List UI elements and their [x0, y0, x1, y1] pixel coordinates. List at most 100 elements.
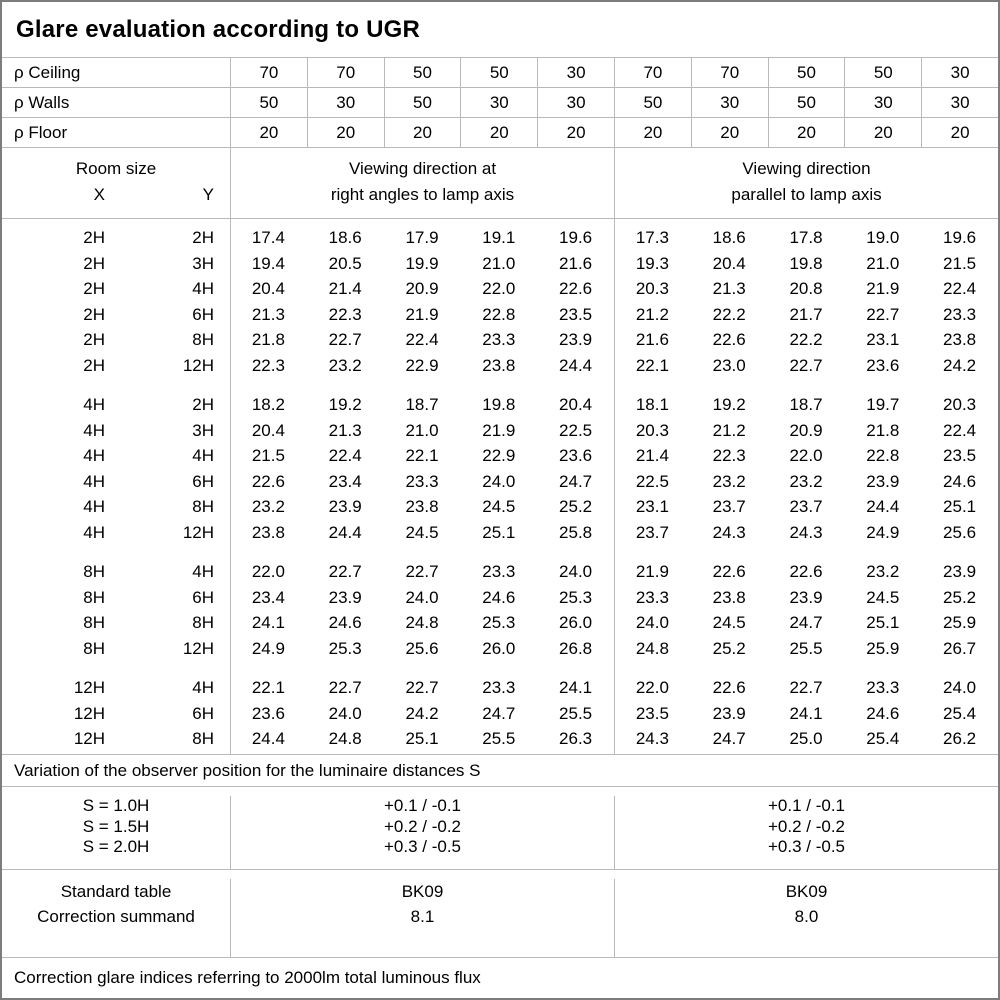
group2-header-line2: parallel to lamp axis — [731, 185, 882, 204]
reflectance-value: 20 — [767, 118, 845, 147]
ugr-value: 24.5 — [482, 497, 516, 516]
ugr-value: 24.3 — [789, 522, 823, 542]
ugr-row: 4H 4H 21.5 22.4 22.1 22.9 23.6 21.4 22.3 22.0 22.8… — [2, 443, 998, 469]
ugr-value: 25.0 — [789, 729, 823, 748]
group1-header-line1: Viewing direction at — [348, 159, 497, 178]
ugr-value: 23.7 — [635, 522, 669, 542]
ugr-value: 19.2 — [712, 395, 746, 414]
reflectance-value: 30 — [460, 88, 537, 117]
ugr-value: 25.5 — [789, 638, 823, 658]
ugr-value: 23.3 — [405, 471, 439, 491]
ugr-value: 22.2 — [789, 330, 823, 349]
y-axis-label: Y — [202, 185, 214, 204]
ugr-row: 2H 4H 20.4 21.4 20.9 22.0 22.6 20.3 21.3 20.8 21.9… — [2, 276, 998, 302]
standard-value: 8.1 — [410, 907, 435, 926]
ugr-value: 23.2 — [251, 497, 285, 516]
ugr-value: 23.9 — [712, 703, 746, 723]
reflectance-value: 30 — [537, 88, 614, 117]
spacing-value: +0.2 / -0.2 — [383, 816, 462, 836]
ugr-value: 24.8 — [328, 729, 362, 748]
reflectance-value: 20 — [537, 118, 614, 147]
ugr-value: 18.6 — [328, 228, 362, 247]
ugr-value: 19.8 — [789, 253, 823, 273]
ugr-value: 24.2 — [405, 703, 439, 723]
ugr-value: 22.6 — [712, 678, 746, 697]
standard-label: Standard table — [60, 882, 172, 901]
ugr-value: 22.4 — [943, 279, 977, 298]
ugr-value: 25.9 — [943, 613, 977, 632]
ugr-value: 23.6 — [559, 446, 593, 465]
ugr-value: 24.0 — [482, 471, 516, 491]
spacing-label: S = 1.5H — [82, 816, 150, 836]
reflectance-rows: ρ Ceiling 70 70 50 50 30 70 70 50 50 30 ρ Walls 50 30… — [2, 58, 998, 148]
ugr-value: 23.8 — [405, 497, 439, 516]
ugr-value: 23.2 — [712, 471, 746, 491]
room-y-value: 6H — [192, 587, 214, 607]
reflectance-row: ρ Floor 20 20 20 20 20 20 20 20 20 20 — [2, 118, 998, 148]
spacing-group2-values: +0.1 / -0.1 +0.2 / -0.2 +0.3 / -0.5 — [614, 796, 998, 869]
ugr-value: 23.9 — [943, 562, 977, 581]
ugr-value: 22.7 — [405, 562, 439, 581]
ugr-value: 24.5 — [866, 587, 900, 607]
ugr-value: 26.0 — [482, 638, 516, 658]
ugr-value: 25.1 — [866, 613, 900, 632]
ugr-value: 23.9 — [328, 587, 362, 607]
ugr-value: 21.0 — [866, 253, 900, 273]
room-x-value: 8H — [83, 587, 105, 607]
room-x-value: 8H — [83, 613, 105, 632]
ugr-value: 21.0 — [405, 420, 439, 440]
reflectance-value: 30 — [844, 88, 921, 117]
reflectance-value: 70 — [614, 58, 691, 87]
ugr-value: 21.9 — [635, 562, 669, 581]
ugr-value: 22.7 — [405, 678, 439, 697]
ugr-value: 25.2 — [943, 587, 977, 607]
ugr-value: 22.6 — [712, 562, 746, 581]
room-y-value: 6H — [192, 471, 214, 491]
ugr-value: 25.6 — [405, 638, 439, 658]
block-gap — [2, 545, 998, 559]
ugr-value: 20.9 — [405, 279, 439, 298]
ugr-value: 19.8 — [482, 395, 516, 414]
ugr-value: 23.1 — [866, 330, 900, 349]
spacing-section: S = 1.0H S = 1.5H S = 2.0H +0.1 / -0.1 +0.2… — [2, 787, 998, 870]
reflectance-value: 30 — [921, 58, 998, 87]
reflectance-value: 50 — [767, 88, 845, 117]
ugr-value: 22.7 — [328, 562, 362, 581]
ugr-value: 24.7 — [789, 613, 823, 632]
ugr-value: 20.9 — [789, 420, 823, 440]
reflectance-value: 20 — [230, 118, 307, 147]
ugr-value: 23.0 — [712, 355, 746, 375]
viewing-direction-parallel-header: Viewing direction parallel to lamp axis — [614, 148, 998, 218]
ugr-value: 25.2 — [559, 497, 593, 516]
ugr-value: 24.1 — [559, 678, 593, 697]
ugr-value: 18.6 — [712, 228, 746, 247]
ugr-value: 20.4 — [559, 395, 593, 414]
block-gap — [2, 378, 998, 392]
ugr-value: 20.4 — [251, 420, 285, 440]
spacing-group1-values: +0.1 / -0.1 +0.2 / -0.2 +0.3 / -0.5 — [230, 796, 614, 869]
ugr-value: 23.8 — [712, 587, 746, 607]
room-y-value: 8H — [192, 330, 214, 349]
ugr-value: 21.9 — [405, 304, 439, 324]
ugr-value: 19.2 — [328, 395, 362, 414]
room-x-value: 12H — [73, 703, 105, 723]
ugr-table-body: 2H 2H 17.4 18.6 17.9 19.1 19.6 17.3 18.6 17.8 19.0… — [2, 219, 998, 755]
ugr-value: 24.6 — [866, 703, 900, 723]
ugr-value: 24.0 — [943, 678, 977, 697]
standard-group1-values: BK09 8.1 — [230, 879, 614, 957]
ugr-value: 19.6 — [559, 228, 593, 247]
ugr-row: 4H 2H 18.2 19.2 18.7 19.8 20.4 18.1 19.2 18.7 19.7… — [2, 392, 998, 418]
ugr-value: 24.1 — [789, 703, 823, 723]
room-y-value: 8H — [192, 497, 214, 516]
ugr-value: 22.4 — [328, 446, 362, 465]
page-title: Glare evaluation according to UGR — [2, 2, 998, 58]
group1-header-line2: right angles to lamp axis — [330, 185, 515, 204]
room-size-label: Room size — [75, 159, 157, 178]
ugr-value: 24.4 — [559, 355, 593, 375]
ugr-value: 23.7 — [789, 497, 823, 516]
ugr-value: 26.8 — [559, 638, 593, 658]
ugr-value: 23.9 — [866, 471, 900, 491]
ugr-value: 23.7 — [712, 497, 746, 516]
reflectance-value: 50 — [844, 58, 921, 87]
